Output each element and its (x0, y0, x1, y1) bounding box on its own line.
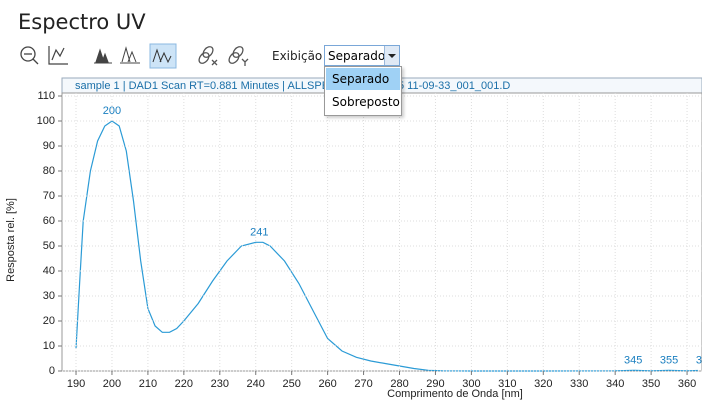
y-axis-label: Resposta rel. [%] (5, 198, 17, 282)
x-tick-label: 220 (175, 378, 193, 390)
separate-icon[interactable] (149, 43, 177, 69)
y-tick-label: 40 (43, 265, 55, 277)
y-tick-label: 100 (37, 115, 55, 127)
chart-title: sample 1 | DAD1 Scan RT=0.881 Minutes | … (75, 80, 337, 92)
x-tick-label: 260 (318, 378, 336, 390)
spectrum-line (75, 120, 698, 372)
y-tick-label: 70 (43, 190, 55, 202)
dropdown-option[interactable]: Separado (326, 68, 400, 90)
combo-arrow[interactable] (384, 46, 399, 65)
peak-label: 355 (660, 354, 678, 366)
y-tick-label: 90 (43, 140, 55, 152)
link-y-icon[interactable] (227, 45, 249, 66)
x-tick-label: 200 (103, 378, 121, 390)
chart-title-end: 5 11-09-33_001_001.D (398, 80, 510, 92)
dropdown-option[interactable]: Sobreposto (332, 95, 400, 109)
stack-icon[interactable] (94, 48, 112, 64)
x-tick-label: 320 (534, 378, 552, 390)
combo-value: Separado (328, 49, 386, 63)
window-title: Espectro UV (18, 10, 146, 34)
x-tick-label: 310 (498, 378, 516, 390)
view-label: Exibição (272, 49, 323, 63)
y-tick-label: 0 (49, 365, 55, 377)
y-tick-label: 10 (43, 340, 55, 352)
peak-label: 345 (624, 354, 642, 366)
y-tick-label: 30 (43, 290, 55, 302)
x-tick-label: 190 (67, 378, 85, 390)
toolbar (20, 43, 249, 69)
y-tick-label: 80 (43, 165, 55, 177)
view-dropdown: Separado Sobreposto (324, 66, 402, 116)
y-tick-label: 60 (43, 215, 55, 227)
x-tick-label: 250 (283, 378, 301, 390)
x-axis-label: Comprimento de Onda [nm] (387, 388, 523, 400)
y-tick-label: 110 (37, 90, 55, 102)
autoscale-icon[interactable] (48, 46, 68, 65)
overlay-icon[interactable] (120, 46, 140, 64)
x-tick-label: 270 (354, 378, 372, 390)
x-tick-label: 290 (426, 378, 444, 390)
zoom-out-icon[interactable] (20, 46, 39, 65)
y-tick-label: 50 (43, 240, 55, 252)
x-tick-label: 230 (211, 378, 229, 390)
x-tick-label: 300 (462, 378, 480, 390)
link-x-icon[interactable] (197, 45, 218, 66)
x-tick-label: 340 (606, 378, 624, 390)
peak-label: 241 (250, 226, 268, 238)
plot-area (61, 92, 702, 372)
y-tick-label: 20 (43, 315, 55, 327)
peak-label: 365 (696, 354, 702, 366)
x-tick-label: 240 (247, 378, 265, 390)
x-tick-label: 330 (570, 378, 588, 390)
x-tick-label: 280 (390, 378, 408, 390)
view-combobox[interactable]: Separado (324, 45, 400, 66)
x-tick-label: 210 (139, 378, 157, 390)
x-tick-label: 350 (642, 378, 660, 390)
x-tick-label: 360 (678, 378, 696, 390)
